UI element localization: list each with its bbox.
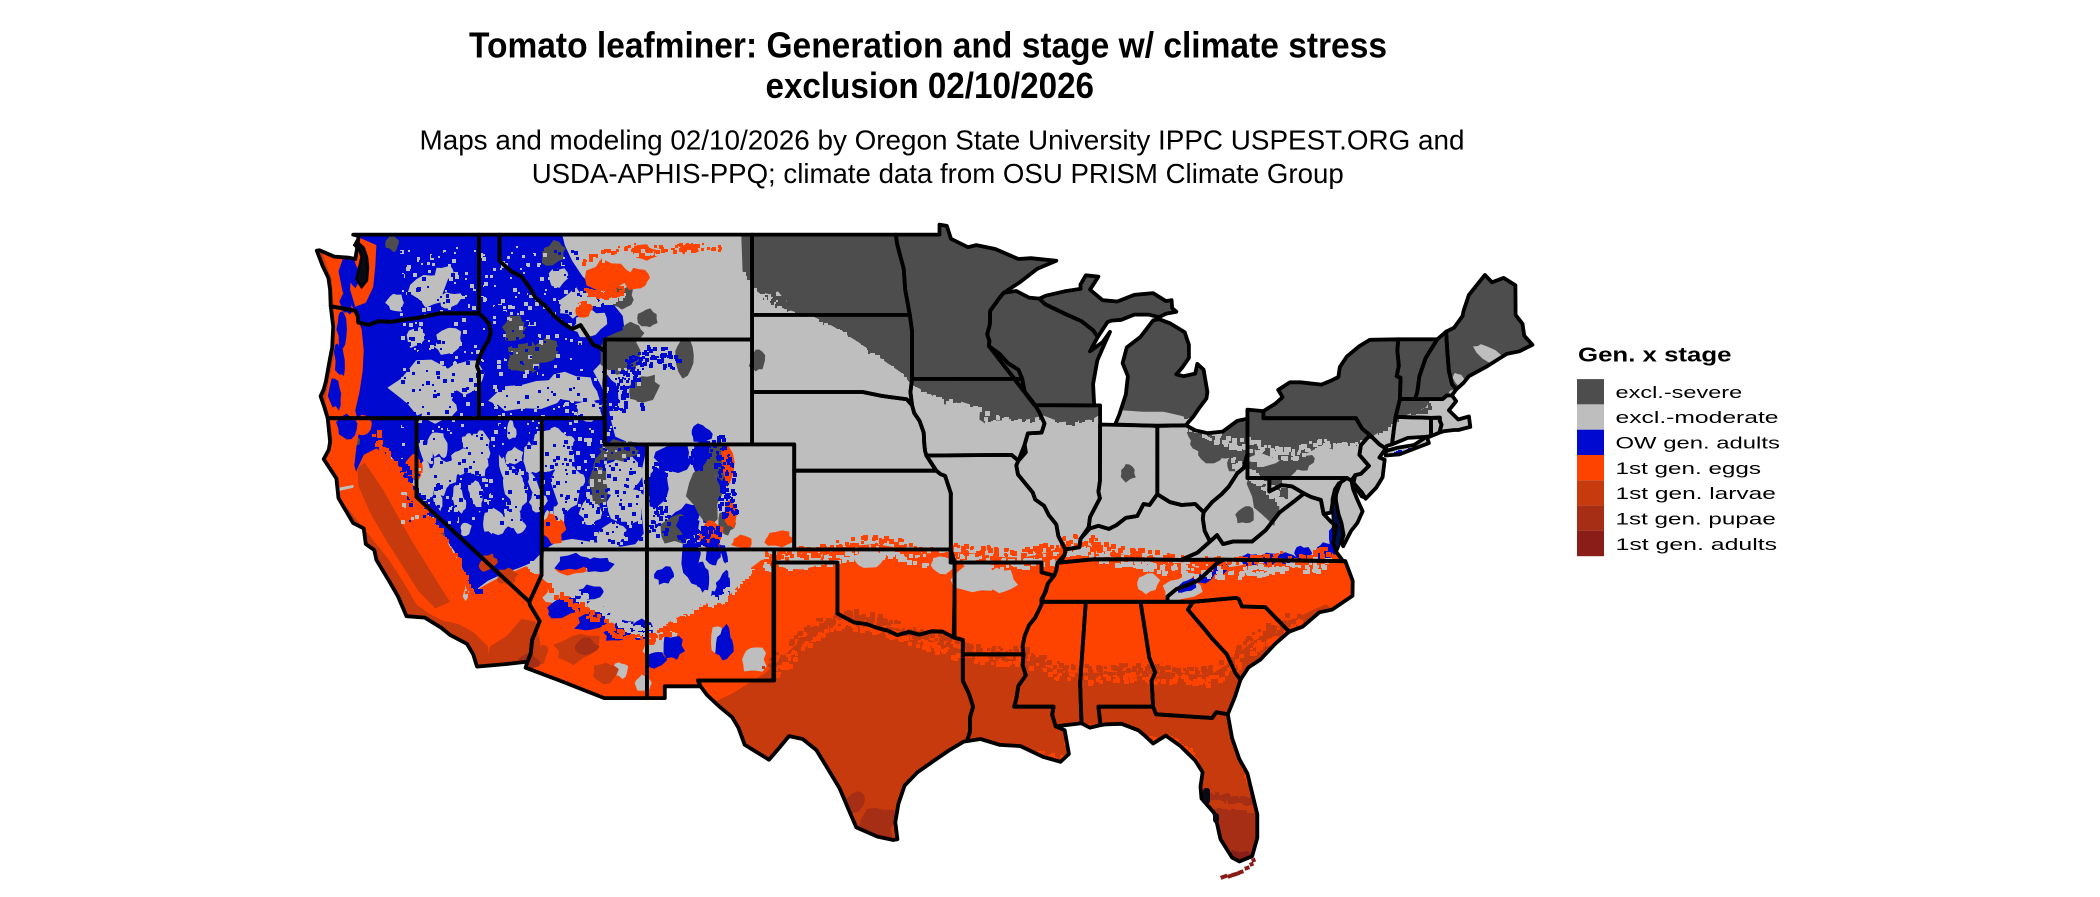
svg-text:Tomato leafminer: Generation a: Tomato leafminer: Generation and stage w… (469, 24, 1387, 65)
svg-text:OW gen. adults: OW gen. adults (1616, 434, 1780, 453)
svg-text:USDA-APHIS-PPQ; climate data f: USDA-APHIS-PPQ; climate data from OSU PR… (532, 158, 1344, 189)
svg-text:1st gen. eggs: 1st gen. eggs (1616, 459, 1762, 478)
svg-text:excl.-moderate: excl.-moderate (1616, 408, 1779, 427)
svg-text:Maps and modeling 02/10/2026 b: Maps and modeling 02/10/2026 by Oregon S… (420, 124, 1465, 155)
svg-text:1st gen. larvae: 1st gen. larvae (1616, 484, 1776, 503)
svg-text:excl.-severe: excl.-severe (1616, 383, 1743, 402)
svg-text:1st gen. pupae: 1st gen. pupae (1616, 510, 1776, 529)
svg-text:exclusion 02/10/2026: exclusion 02/10/2026 (766, 65, 1095, 106)
svg-text:Gen. x stage: Gen. x stage (1578, 345, 1732, 367)
svg-text:1st gen. adults: 1st gen. adults (1616, 535, 1778, 554)
